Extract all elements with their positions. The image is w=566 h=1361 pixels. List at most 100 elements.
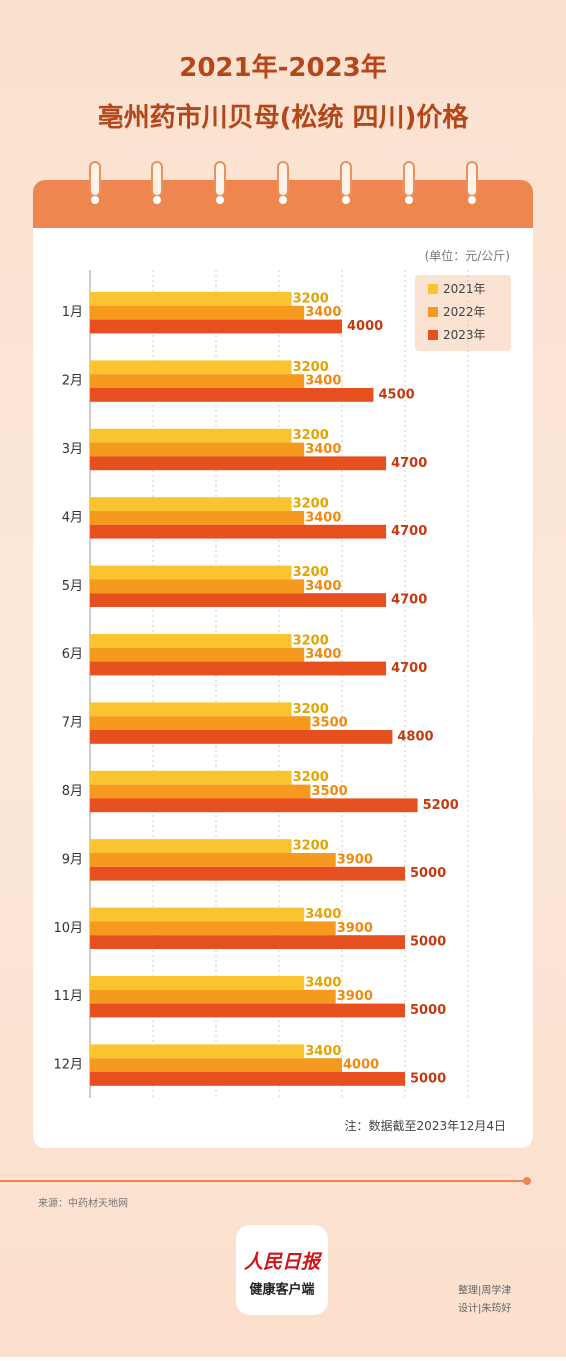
value-label: 3400 [305,374,341,389]
bar [90,647,305,662]
ring [403,161,415,197]
bar [90,661,387,676]
ring-hole [405,196,413,204]
value-label: 4000 [347,319,383,334]
category-label: 12月 [53,1058,83,1073]
ring [340,161,352,197]
bar [90,853,336,867]
plot: 1月3200340040002月3200340045003月3200340047… [53,270,486,1098]
ring-hole [153,196,161,204]
category-label: 3月 [62,442,83,457]
ring-hole [342,196,350,204]
value-label: 3200 [293,428,329,443]
bar [90,524,387,539]
value-label: 3400 [305,579,341,594]
category-label: 5月 [62,579,83,594]
value-label: 5200 [423,798,459,813]
bar [90,702,292,717]
bar [90,428,292,443]
bar [90,374,305,388]
value-label: 3400 [305,647,341,662]
ring [214,161,226,197]
bar [90,497,292,511]
value-label: 4700 [391,456,427,471]
bar [90,798,418,813]
legend-box [415,275,511,351]
value-label: 3200 [293,291,329,306]
bar [90,1003,405,1018]
category-label: 2月 [62,374,83,389]
bar [90,1058,342,1072]
bar [90,565,292,580]
legend-label: 2023年 [443,328,486,342]
category-label: 10月 [53,921,83,936]
bar [90,1044,305,1059]
category-label: 6月 [62,647,83,662]
value-label: 3400 [305,305,341,320]
ring [151,161,163,197]
ring-hole [91,196,99,204]
category-label: 9月 [62,852,83,867]
value-label: 3400 [305,442,341,457]
legend-swatch [428,330,438,340]
category-label: 11月 [53,989,83,1004]
bar [90,716,311,730]
legend-swatch [428,284,438,294]
bar [90,976,305,990]
calendar-rings [89,161,478,204]
bar [90,319,342,334]
bar [90,839,292,853]
bar [90,360,292,375]
logo-brand: 人民日报 [244,1251,323,1273]
bar [90,784,311,799]
value-label: 4800 [397,729,433,744]
bar [90,388,374,402]
title-line: 亳州药市川贝母(松统 四川)价格 [98,102,470,133]
bar [90,511,305,525]
value-label: 3900 [337,921,373,936]
bar [90,935,405,949]
value-label: 4500 [379,387,415,402]
ring [466,161,478,197]
value-label: 3500 [312,784,348,799]
ring-hole [279,196,287,204]
value-label: 5000 [410,866,446,881]
value-label: 3200 [293,565,329,580]
legend-label: 2022年 [443,305,486,319]
value-label: 3400 [305,510,341,525]
bar [90,305,305,320]
note: 注：数据截至2023年12月4日 [345,1118,506,1133]
value-label: 5000 [410,935,446,950]
value-label: 5000 [410,1071,446,1086]
credit: 整理|周学津 [458,1284,511,1297]
bar [90,456,387,471]
value-label: 3900 [337,852,373,867]
logo-sub: 健康客户端 [249,1282,314,1298]
logo-box [236,1225,328,1315]
value-label: 4700 [391,593,427,608]
value-label: 3400 [305,975,341,990]
value-label: 3400 [305,1044,341,1059]
value-label: 5000 [410,1003,446,1018]
bar [90,989,336,1004]
credit: 设计|朱筠好 [458,1302,511,1315]
bar [90,866,405,881]
category-label: 1月 [62,305,83,320]
value-label: 4000 [343,1058,379,1073]
value-label: 3500 [312,716,348,731]
bar [90,292,292,306]
bar [90,442,305,457]
bar [90,921,336,936]
category-label: 8月 [62,784,83,799]
category-label: 4月 [62,510,83,525]
value-label: 3200 [293,360,329,375]
bar [90,579,305,594]
legend-label: 2021年 [443,282,486,296]
ring [277,161,289,197]
source: 来源：中药材天地网 [38,1197,128,1210]
bar [90,770,292,785]
title-line: 2021年-2023年 [179,52,387,83]
value-label: 4700 [391,524,427,539]
